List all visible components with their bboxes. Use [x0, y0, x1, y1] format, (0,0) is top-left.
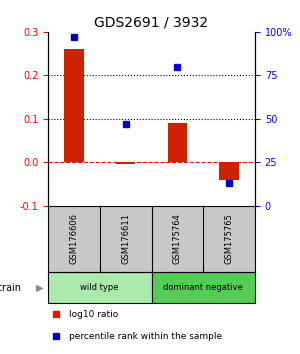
Text: GSM176611: GSM176611	[121, 213, 130, 264]
Text: ▶: ▶	[36, 283, 44, 293]
Text: percentile rank within the sample: percentile rank within the sample	[69, 332, 222, 341]
Text: strain: strain	[0, 283, 21, 293]
Bar	[152, 272, 255, 303]
Title: GDS2691 / 3932: GDS2691 / 3932	[94, 15, 208, 29]
Text: log10 ratio: log10 ratio	[69, 310, 118, 319]
Text: wild type: wild type	[80, 283, 119, 292]
Bar	[167, 123, 187, 162]
Bar	[219, 162, 239, 179]
Text: GSM175765: GSM175765	[225, 213, 234, 264]
Text: dominant negative: dominant negative	[164, 283, 243, 292]
Bar	[116, 162, 136, 164]
Text: GSM176606: GSM176606	[69, 213, 78, 264]
Bar	[48, 272, 152, 303]
Bar	[64, 49, 84, 162]
Text: GSM175764: GSM175764	[173, 213, 182, 264]
Bar	[48, 206, 255, 272]
